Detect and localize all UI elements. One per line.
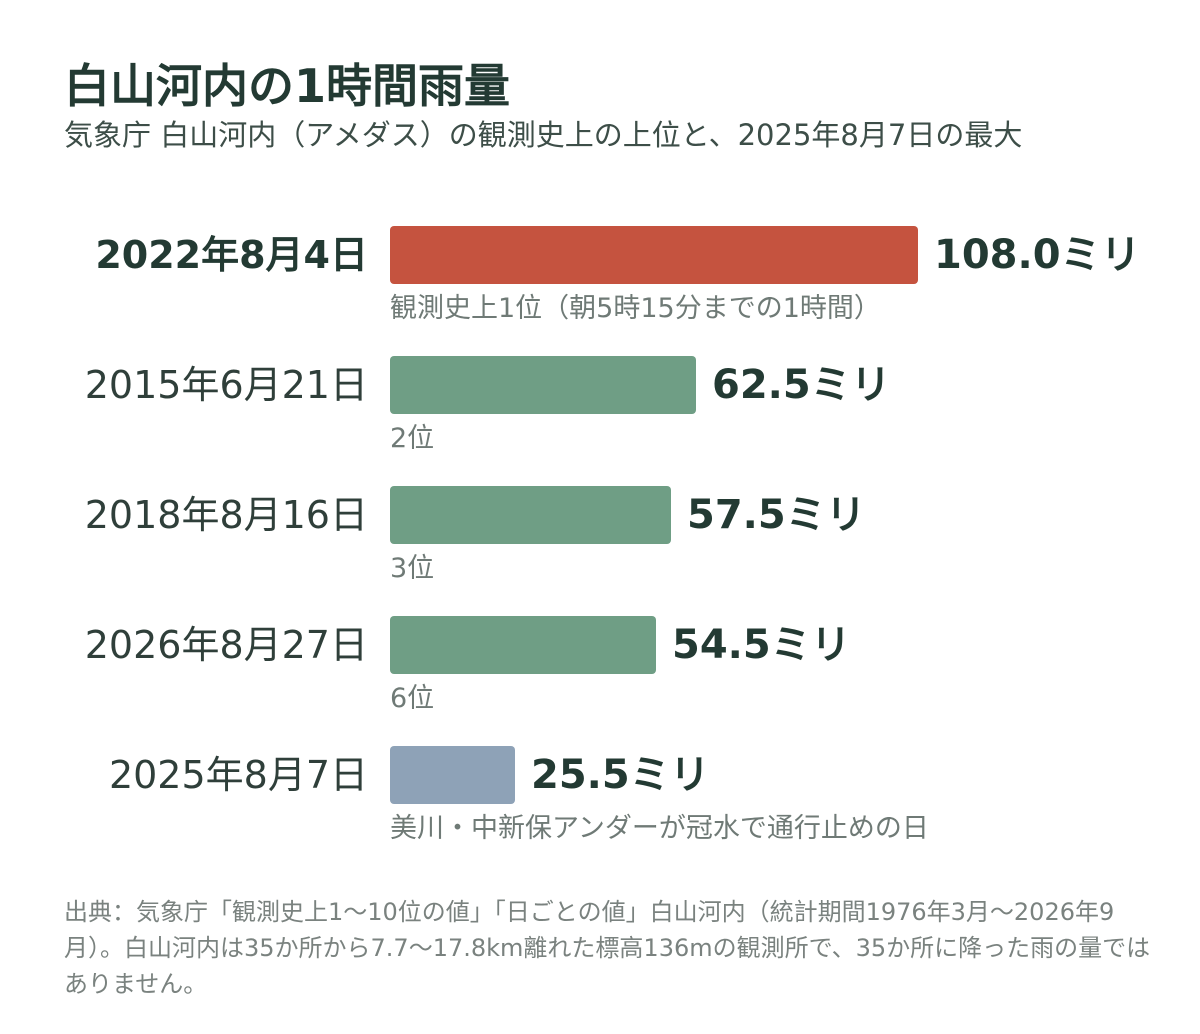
category-label: 2025年8月7日: [108, 753, 368, 797]
bar: [390, 486, 671, 544]
value-label: 25.5ミリ: [531, 752, 710, 798]
rank-note: 6位: [390, 683, 435, 714]
rank-note: 2位: [390, 423, 435, 454]
bar: [390, 746, 515, 804]
value-label: 108.0ミリ: [934, 232, 1141, 278]
category-label: 2022年8月4日: [95, 233, 368, 277]
value-label: 62.5ミリ: [712, 362, 891, 408]
bar: [390, 616, 656, 674]
category-label: 2018年8月16日: [84, 493, 368, 537]
value-label: 54.5ミリ: [672, 622, 851, 668]
value-label: 57.5ミリ: [687, 492, 866, 538]
rank-note: 美川・中新保アンダーが冠水で通行止めの日: [390, 813, 929, 844]
category-label: 2026年8月27日: [84, 623, 368, 667]
category-label: 2015年6月21日: [84, 363, 368, 407]
source-note: 出典：気象庁「観測史上1〜10位の値」「日ごとの値」白山河内（統計期間1976年…: [64, 898, 1151, 998]
bar: [390, 356, 696, 414]
chart-title: 白山河内の1時間雨量: [64, 59, 511, 113]
bar: [390, 226, 918, 284]
rank-note: 3位: [390, 553, 435, 584]
rank-note: 観測史上1位（朝5時15分までの1時間）: [390, 293, 881, 324]
chart-subtitle: 気象庁 白山河内（アメダス）の観測史上の上位と、2025年8月7日の最大: [64, 118, 1023, 152]
